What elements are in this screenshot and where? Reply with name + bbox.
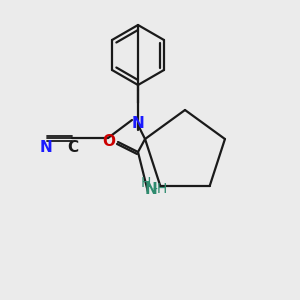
Text: O: O [103,134,116,148]
Text: N: N [132,116,144,130]
Text: N: N [145,182,158,196]
Text: C: C [68,140,79,154]
Text: H: H [141,176,151,190]
Text: -H: -H [152,182,168,196]
Text: N: N [40,140,52,154]
